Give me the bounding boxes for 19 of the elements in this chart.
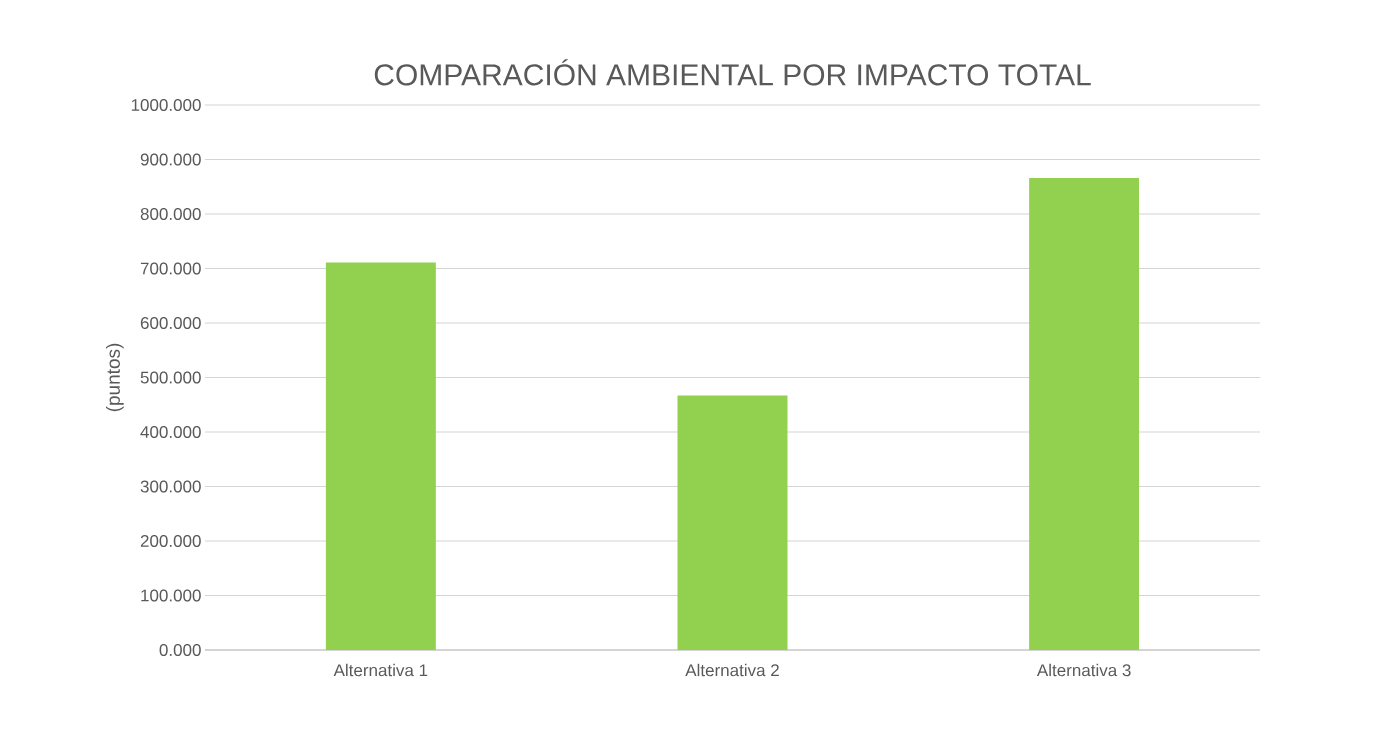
y-tick-label: 800.000: [140, 207, 201, 221]
y-tick-label: 100.000: [141, 589, 201, 602]
x-tick-label: Alternativa 1: [333, 663, 428, 677]
bar: [1029, 178, 1140, 650]
y-tick-label: 400.000: [140, 425, 201, 439]
y-tick-label: 500.000: [140, 371, 201, 384]
bar: [677, 395, 788, 650]
y-tick-label: 1000.000: [131, 98, 201, 112]
y-tick-label: 900.000: [140, 153, 201, 166]
y-tick-label: 300.000: [140, 480, 201, 493]
y-axis-title: (puntos): [105, 343, 124, 412]
chart-title: COMPARACIÓN AMBIENTAL POR IMPACTO TOTAL: [374, 59, 1091, 86]
y-tick-label: 0.000: [159, 643, 201, 657]
y-tick-label: 600.000: [140, 316, 201, 330]
bar: [325, 262, 436, 650]
y-tick-label: 200.000: [140, 534, 201, 548]
x-tick-label: Alternativa 3: [1036, 663, 1131, 677]
x-tick-label: Alternativa 2: [685, 663, 779, 677]
y-tick-label: 700.000: [140, 262, 201, 275]
